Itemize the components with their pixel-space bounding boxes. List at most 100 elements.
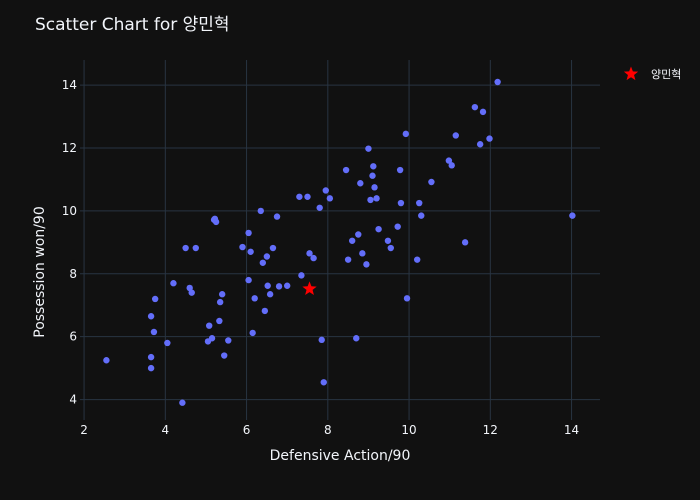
scatter-point[interactable]: [402, 130, 410, 138]
scatter-point[interactable]: [476, 141, 484, 148]
scatter-point[interactable]: [428, 178, 435, 186]
scatter-point[interactable]: [304, 193, 311, 200]
scatter-point[interactable]: [216, 317, 223, 325]
scatter-point[interactable]: [147, 353, 155, 361]
scatter-point[interactable]: [306, 250, 313, 257]
scatter-point[interactable]: [486, 135, 493, 142]
scatter-point[interactable]: [373, 195, 380, 202]
scatter-point[interactable]: [216, 298, 224, 306]
scatter-point[interactable]: [348, 237, 356, 244]
x-tick-label: 14: [564, 423, 579, 437]
y-tick-label: 10: [62, 204, 77, 218]
scatter-point[interactable]: [249, 329, 256, 337]
scatter-point[interactable]: [245, 229, 252, 237]
y-axis-title: Possession won/90: [32, 206, 48, 338]
scatter-point[interactable]: [225, 337, 232, 344]
scatter-point[interactable]: [310, 254, 317, 262]
scatter-point[interactable]: [239, 243, 246, 251]
scatter-point[interactable]: [269, 244, 277, 252]
scatter-point[interactable]: [461, 239, 469, 246]
scatter-point[interactable]: [192, 244, 199, 252]
x-tick-label: 8: [324, 423, 332, 437]
scatter-point[interactable]: [365, 145, 372, 152]
scatter-point[interactable]: [283, 282, 291, 289]
scatter-point[interactable]: [322, 187, 329, 194]
scatter-point[interactable]: [182, 244, 189, 252]
scatter-point[interactable]: [494, 78, 501, 86]
scatter-point[interactable]: [359, 250, 366, 257]
scatter-point[interactable]: [273, 213, 281, 220]
scatter-point[interactable]: [416, 199, 423, 207]
scatter-point[interactable]: [147, 364, 155, 372]
scatter-point[interactable]: [266, 291, 274, 298]
scatter-point[interactable]: [569, 212, 576, 219]
scatter-point[interactable]: [318, 336, 325, 344]
y-tick-label: 6: [69, 330, 77, 344]
scatter-point[interactable]: [245, 276, 252, 284]
scatter-point[interactable]: [370, 163, 377, 170]
scatter-point[interactable]: [205, 322, 213, 329]
x-tick-label: 10: [401, 423, 416, 437]
scatter-point[interactable]: [261, 307, 269, 315]
scatter-point[interactable]: [251, 295, 258, 302]
scatter-point[interactable]: [298, 272, 305, 279]
scatter-point[interactable]: [259, 259, 267, 266]
scatter-point[interactable]: [397, 199, 405, 207]
x-tick-label: 4: [161, 423, 169, 437]
x-tick-label: 2: [80, 423, 88, 437]
chart-title: Scatter Chart for 양민혁: [35, 15, 230, 35]
scatter-point[interactable]: [151, 295, 159, 303]
scatter-point[interactable]: [344, 256, 352, 263]
scatter-point[interactable]: [257, 207, 264, 215]
scatter-point[interactable]: [413, 256, 421, 263]
scatter-point[interactable]: [445, 157, 453, 164]
scatter-point[interactable]: [103, 357, 110, 364]
scatter-point[interactable]: [375, 225, 382, 233]
scatter-point[interactable]: [208, 335, 216, 342]
scatter-point[interactable]: [147, 313, 155, 320]
scatter-point[interactable]: [221, 352, 228, 359]
scatter-point[interactable]: [212, 218, 220, 226]
scatter-point[interactable]: [264, 282, 271, 289]
scatter-point[interactable]: [448, 162, 455, 169]
scatter-point[interactable]: [353, 335, 360, 342]
grid: [80, 60, 600, 420]
x-axis-title: Defensive Action/90: [270, 448, 411, 464]
scatter-point[interactable]: [355, 231, 362, 238]
legend[interactable]: 양민혁: [623, 66, 682, 82]
scatter-point[interactable]: [384, 237, 392, 244]
scatter-point[interactable]: [396, 166, 404, 174]
scatter-point[interactable]: [275, 283, 283, 290]
scatter-point[interactable]: [316, 204, 323, 211]
scatter-point[interactable]: [418, 212, 425, 219]
scatter-point[interactable]: [296, 193, 303, 200]
scatter-point[interactable]: [170, 280, 177, 287]
scatter-point[interactable]: [363, 261, 370, 268]
scatter-point[interactable]: [320, 379, 327, 386]
scatter-point[interactable]: [371, 184, 378, 191]
scatter-point[interactable]: [263, 253, 271, 260]
scatter-point[interactable]: [188, 289, 195, 296]
highlight-star-point[interactable]: [302, 281, 317, 295]
scatter-point[interactable]: [164, 339, 171, 347]
x-tick-label: 12: [483, 423, 498, 437]
scatter-point[interactable]: [452, 132, 459, 139]
scatter-point[interactable]: [367, 196, 374, 204]
scatter-point[interactable]: [369, 172, 376, 179]
scatter-point[interactable]: [403, 295, 411, 302]
y-tick-label: 4: [69, 393, 77, 407]
scatter-point[interactable]: [342, 166, 350, 174]
scatter-point[interactable]: [471, 103, 479, 111]
scatter-point[interactable]: [218, 291, 226, 298]
scatter-point[interactable]: [326, 195, 334, 202]
scatter-point[interactable]: [179, 399, 186, 406]
scatter-point[interactable]: [357, 180, 364, 187]
highlight-points: [302, 281, 317, 295]
scatter-point[interactable]: [247, 248, 254, 255]
scatter-point[interactable]: [150, 328, 158, 336]
scatter-point[interactable]: [394, 223, 401, 230]
scatter-point[interactable]: [387, 244, 394, 252]
scatter-point[interactable]: [479, 108, 487, 116]
